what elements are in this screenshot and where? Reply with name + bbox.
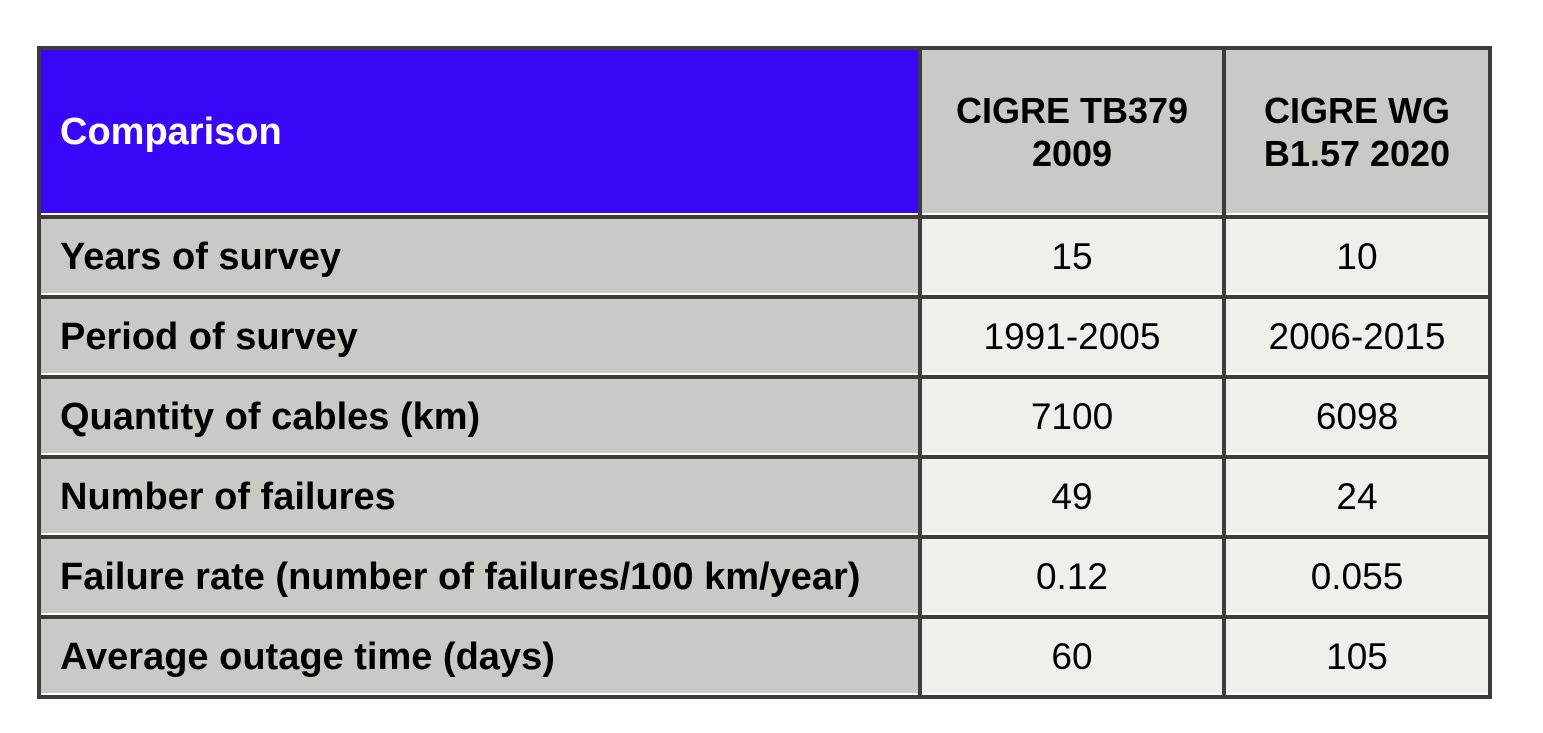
cell-outage-tb379: 60: [922, 619, 1226, 699]
column-header-cigre-tb379-2009: CIGRE TB379 2009: [922, 50, 1226, 219]
cell-quantity-tb379: 7100: [922, 379, 1226, 459]
cell-quantity-wg-b157: 6098: [1226, 379, 1492, 459]
cell-failure-rate-wg-b157: 0.055: [1226, 539, 1492, 619]
header-row: Comparison CIGRE TB379 2009 CIGRE WG B1.…: [41, 50, 1492, 219]
table-row: Quantity of cables (km) 7100 6098: [41, 379, 1492, 459]
row-label-average-outage-time: Average outage time (days): [41, 619, 922, 699]
row-label-quantity-of-cables: Quantity of cables (km): [41, 379, 922, 459]
table-row: Number of failures 49 24: [41, 459, 1492, 539]
cell-failure-rate-tb379: 0.12: [922, 539, 1226, 619]
table-row: Average outage time (days) 60 105: [41, 619, 1492, 699]
row-label-failure-rate: Failure rate (number of failures/100 km/…: [41, 539, 922, 619]
cell-failures-wg-b157: 24: [1226, 459, 1492, 539]
cell-period-tb379: 1991-2005: [922, 299, 1226, 379]
table-row: Failure rate (number of failures/100 km/…: [41, 539, 1492, 619]
row-label-period-of-survey: Period of survey: [41, 299, 922, 379]
row-label-years-of-survey: Years of survey: [41, 219, 922, 299]
cell-period-wg-b157: 2006-2015: [1226, 299, 1492, 379]
table-row: Years of survey 15 10: [41, 219, 1492, 299]
column-header-cigre-wg-b157-2020: CIGRE WG B1.57 2020: [1226, 50, 1492, 219]
row-label-number-of-failures: Number of failures: [41, 459, 922, 539]
table-title-comparison: Comparison: [41, 50, 922, 219]
cell-years-wg-b157: 10: [1226, 219, 1492, 299]
table-row: Period of survey 1991-2005 2006-2015: [41, 299, 1492, 379]
cell-years-tb379: 15: [922, 219, 1226, 299]
cell-failures-tb379: 49: [922, 459, 1226, 539]
comparison-table: Comparison CIGRE TB379 2009 CIGRE WG B1.…: [37, 46, 1492, 699]
cell-outage-wg-b157: 105: [1226, 619, 1492, 699]
